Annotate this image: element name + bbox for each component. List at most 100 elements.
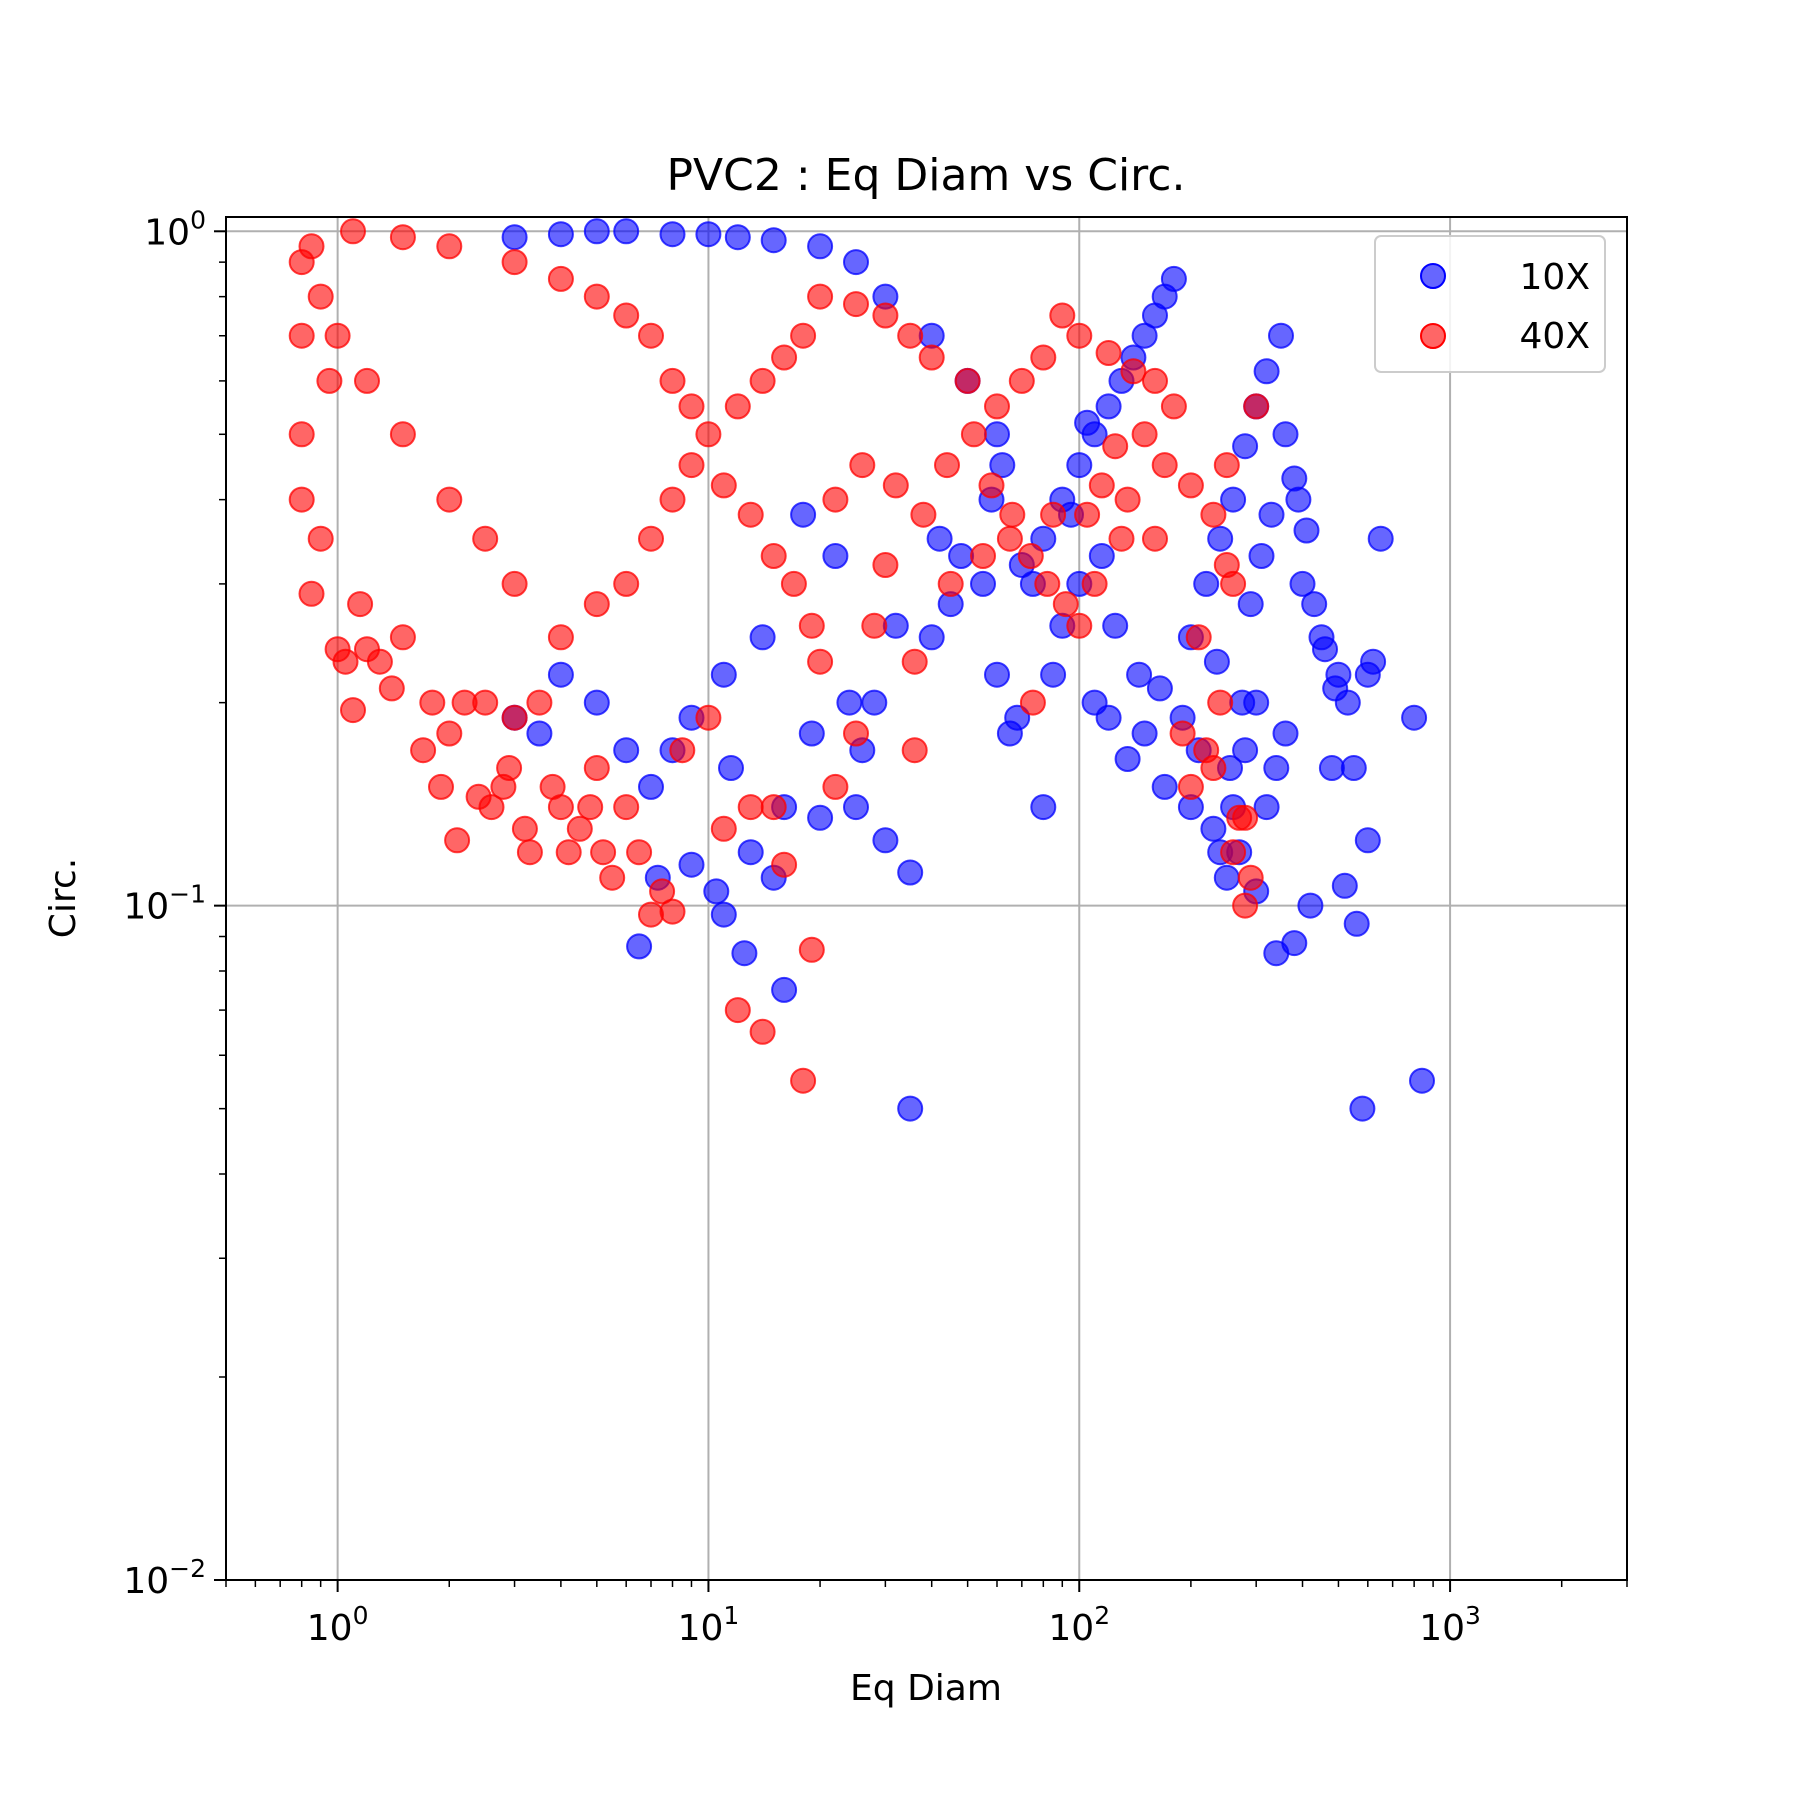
point-40x-80	[1233, 806, 1257, 830]
point-40x-83	[1187, 625, 1211, 649]
point-40x-129	[739, 503, 763, 527]
point-40x-27	[513, 817, 537, 841]
point-40x-147	[1116, 488, 1140, 512]
point-40x-150	[1201, 503, 1225, 527]
point-10x-75	[762, 228, 786, 252]
point-40x-54	[823, 775, 847, 799]
point-40x-121	[503, 250, 527, 274]
point-10x-29	[1201, 817, 1225, 841]
point-40x-151	[1215, 553, 1239, 577]
point-40x-114	[355, 369, 379, 393]
point-40x-133	[823, 488, 847, 512]
point-10x-78	[661, 222, 685, 246]
point-10x-85	[862, 691, 886, 715]
point-40x-110	[503, 572, 527, 596]
legend-marker-40x	[1421, 324, 1445, 348]
point-40x-74	[1215, 453, 1239, 477]
point-10x-20	[1031, 795, 1055, 819]
point-40x-102	[726, 394, 750, 418]
point-10x-134	[1244, 691, 1268, 715]
point-40x-43	[670, 738, 694, 762]
point-40x-112	[437, 488, 461, 512]
point-40x-31	[549, 795, 573, 819]
point-40x-104	[680, 453, 704, 477]
point-40x-36	[591, 840, 615, 864]
point-10x-37	[1333, 874, 1357, 898]
point-40x-107	[614, 572, 638, 596]
point-40x-138	[962, 422, 986, 446]
point-10x-50	[1255, 359, 1279, 383]
point-40x-71	[1179, 775, 1203, 799]
point-10x-53	[1221, 488, 1245, 512]
point-10x-93	[585, 691, 609, 715]
point-40x-145	[1090, 473, 1114, 497]
point-10x-132	[1264, 756, 1288, 780]
point-10x-110	[1090, 544, 1114, 568]
point-10x-123	[1286, 488, 1310, 512]
point-40x-18	[437, 722, 461, 746]
point-40x-88	[1067, 324, 1091, 348]
point-10x-24	[1097, 706, 1121, 730]
point-10x-73	[844, 250, 868, 274]
point-10x-38	[1345, 912, 1369, 936]
point-10x-43	[1410, 1069, 1434, 1093]
point-10x-39	[1350, 1097, 1374, 1121]
point-40x-100	[772, 346, 796, 370]
chart-title: PVC2 : Eq Diam vs Circ.	[667, 150, 1186, 201]
point-40x-98	[808, 285, 832, 309]
point-10x-52	[1233, 434, 1257, 458]
point-40x-1	[290, 324, 314, 348]
point-40x-64	[1041, 503, 1065, 527]
point-40x-141	[1019, 544, 1043, 568]
point-10x-4	[712, 903, 736, 927]
point-40x-38	[614, 795, 638, 819]
point-40x-32	[557, 840, 581, 864]
point-10x-49	[1269, 324, 1293, 348]
point-40x-143	[1054, 592, 1078, 616]
point-40x-34	[578, 795, 602, 819]
point-40x-69	[1153, 453, 1177, 477]
point-40x-82	[1201, 756, 1225, 780]
point-40x-65	[1067, 614, 1091, 638]
point-40x-6	[317, 369, 341, 393]
point-40x-125	[639, 324, 663, 348]
point-40x-85	[1143, 369, 1167, 393]
point-40x-9	[341, 698, 365, 722]
point-10x-5	[732, 941, 756, 965]
point-10x-2	[680, 853, 704, 877]
point-10x-8	[772, 978, 796, 1002]
point-10x-9	[808, 806, 832, 830]
point-10x-27	[1153, 775, 1177, 799]
point-40x-144	[1075, 503, 1099, 527]
point-10x-92	[614, 738, 638, 762]
point-40x-115	[326, 324, 350, 348]
point-10x-13	[898, 861, 922, 885]
point-40x-40	[639, 903, 663, 927]
point-40x-8	[334, 650, 358, 674]
point-40x-137	[935, 453, 959, 477]
point-40x-29	[527, 691, 551, 715]
point-40x-111	[473, 527, 497, 551]
point-10x-121	[1260, 503, 1284, 527]
point-10x-25	[1116, 747, 1140, 771]
point-10x-126	[1313, 637, 1337, 661]
point-40x-77	[1233, 894, 1257, 918]
point-40x-22	[473, 691, 497, 715]
point-40x-149	[1179, 473, 1203, 497]
point-40x-132	[800, 614, 824, 638]
point-40x-109	[549, 625, 573, 649]
point-40x-17	[429, 775, 453, 799]
point-40x-55	[844, 722, 868, 746]
point-40x-26	[503, 706, 527, 730]
point-10x-124	[1295, 519, 1319, 543]
legend: 10X 40X	[1375, 236, 1605, 372]
point-40x-35	[585, 756, 609, 780]
point-40x-19	[445, 828, 469, 852]
point-40x-140	[1000, 503, 1024, 527]
point-40x-16	[420, 691, 444, 715]
point-40x-2	[290, 422, 314, 446]
point-40x-60	[939, 572, 963, 596]
point-10x-79	[614, 219, 638, 243]
point-10x-95	[527, 722, 551, 746]
point-10x-63	[1097, 394, 1121, 418]
